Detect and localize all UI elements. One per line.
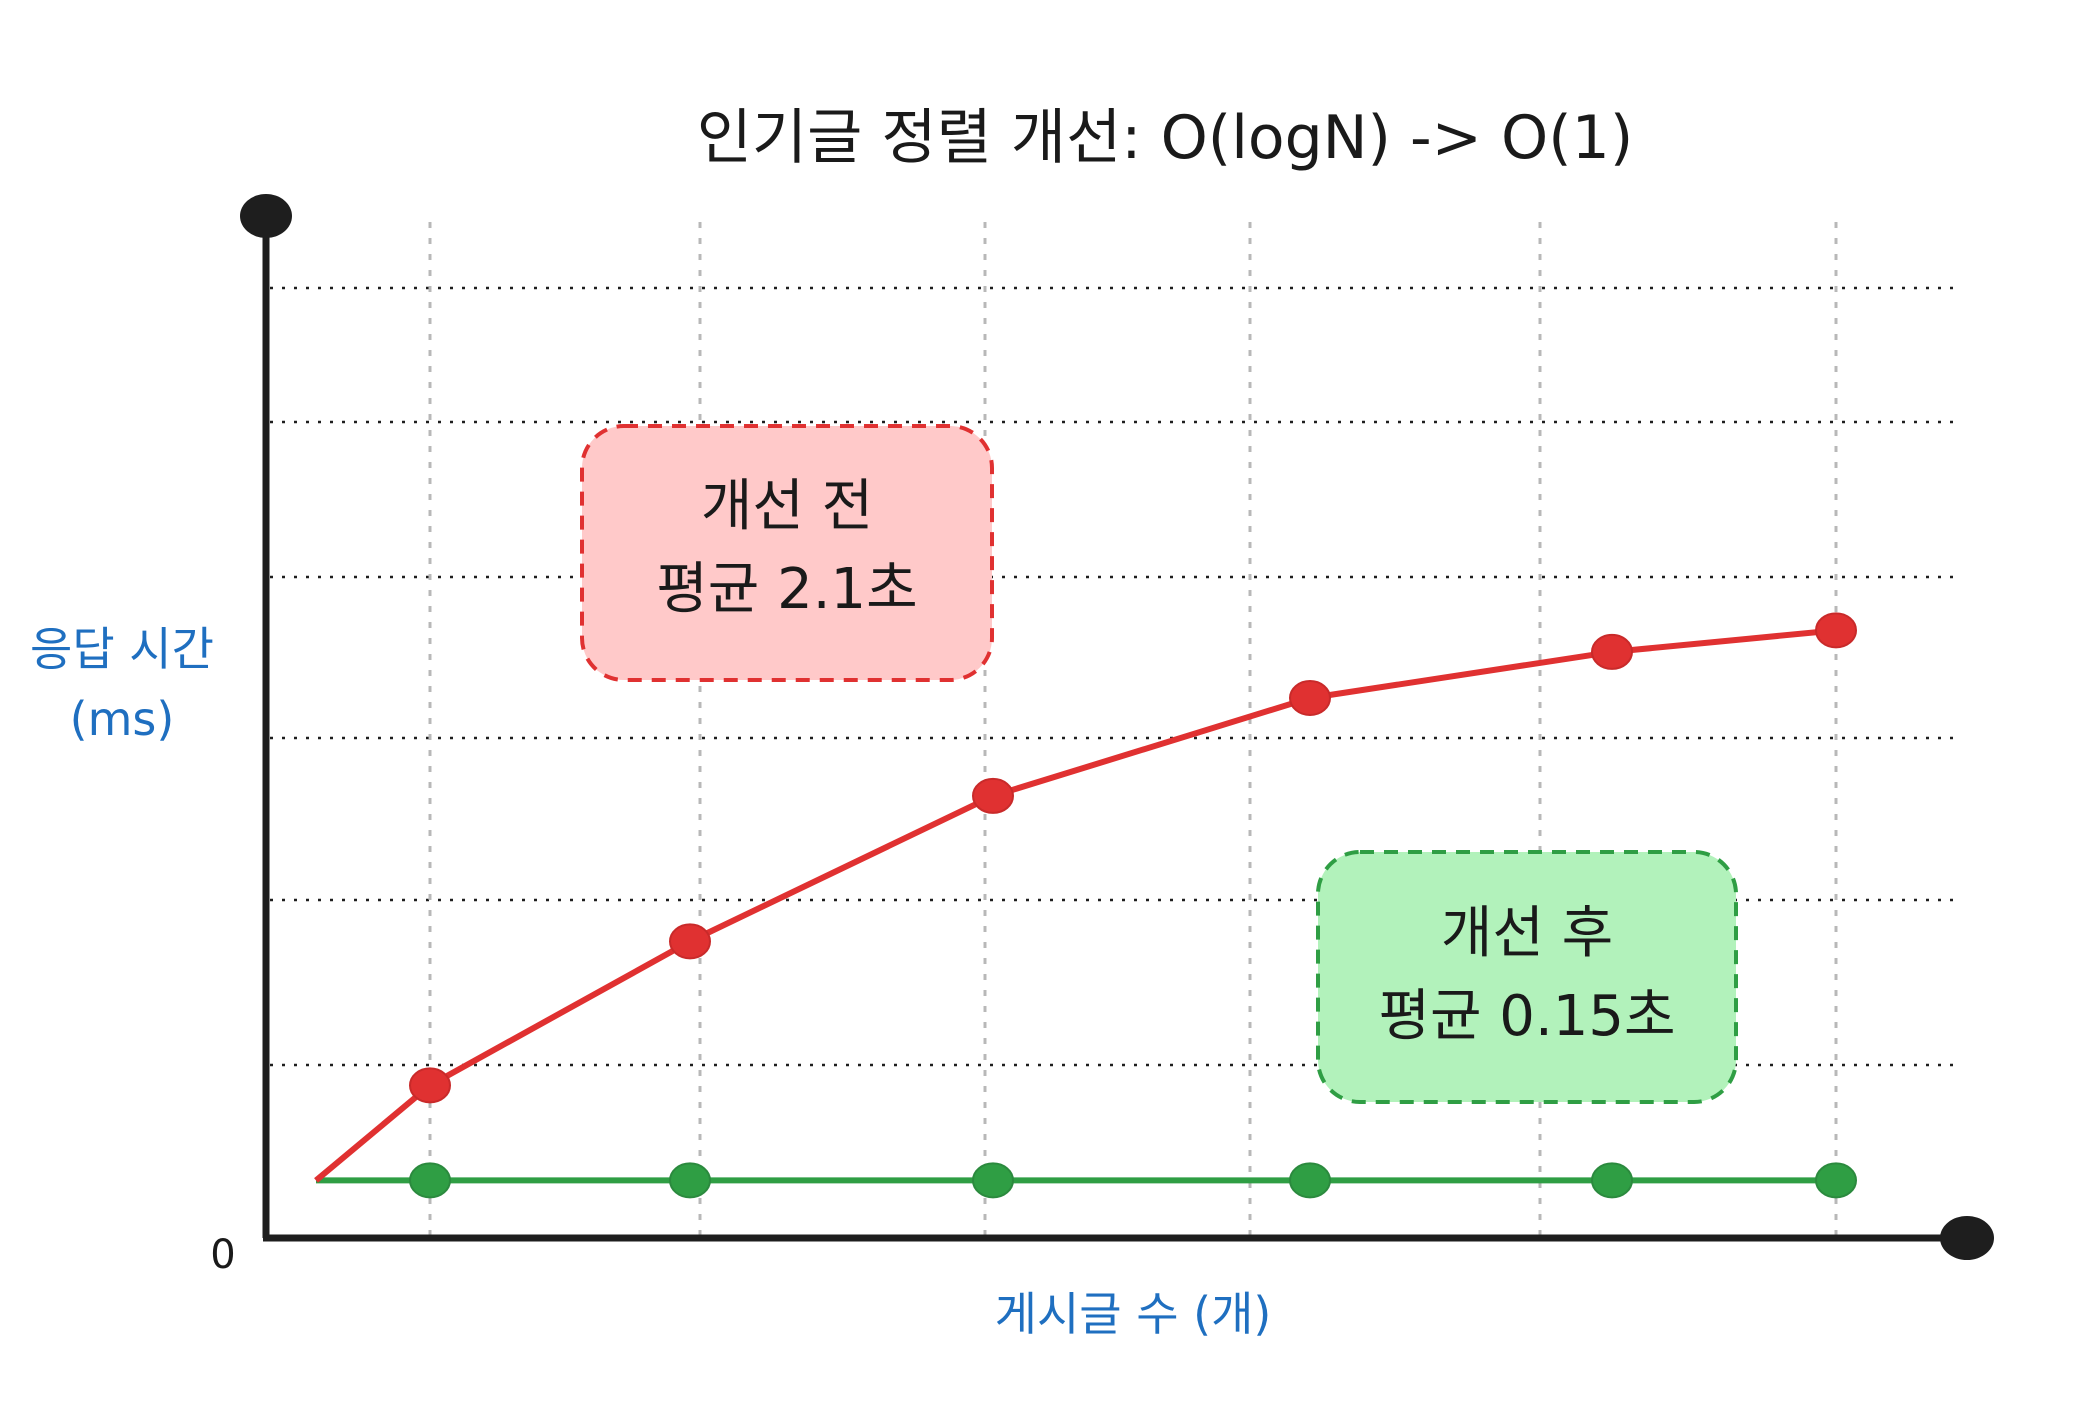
data-point-before xyxy=(1289,680,1331,716)
data-point-after xyxy=(669,1162,711,1199)
data-point-before xyxy=(409,1067,451,1104)
annotation-after: 개선 후 평균 0.15초 xyxy=(1316,850,1738,1104)
annotation-before: 개선 전 평균 2.1초 xyxy=(580,424,994,682)
data-point-after xyxy=(972,1162,1014,1199)
annotation-before-line2: 평균 2.1초 xyxy=(656,557,917,622)
y-axis-arrow-dot xyxy=(240,194,292,238)
origin-label: 0 xyxy=(210,1232,235,1278)
annotation-after-line2: 평균 0.15초 xyxy=(1378,984,1675,1049)
data-point-after xyxy=(1815,1162,1857,1199)
data-point-before xyxy=(1815,612,1857,649)
chart-title: 인기글 정렬 개선: O(logN) -> O(1) xyxy=(697,103,1634,173)
data-point-before xyxy=(1591,633,1633,670)
annotation-after-box xyxy=(1316,850,1738,1104)
data-point-after xyxy=(1289,1162,1331,1199)
data-point-before xyxy=(972,777,1014,814)
annotation-before-box xyxy=(580,424,994,682)
annotation-after-line1: 개선 후 xyxy=(1441,901,1613,966)
x-axis-label: 게시글 수 (개) xyxy=(995,1287,1272,1341)
y-axis-label-line2: (ms) xyxy=(70,692,175,746)
annotation-before-line1: 개선 전 xyxy=(701,474,873,539)
data-point-after xyxy=(1591,1162,1633,1199)
series-layer xyxy=(314,612,1857,1199)
data-point-before xyxy=(669,923,711,960)
y-axis-label-line1: 응답 시간 xyxy=(30,622,214,676)
x-axis-arrow-dot xyxy=(1940,1216,1994,1260)
data-point-after xyxy=(409,1162,451,1199)
